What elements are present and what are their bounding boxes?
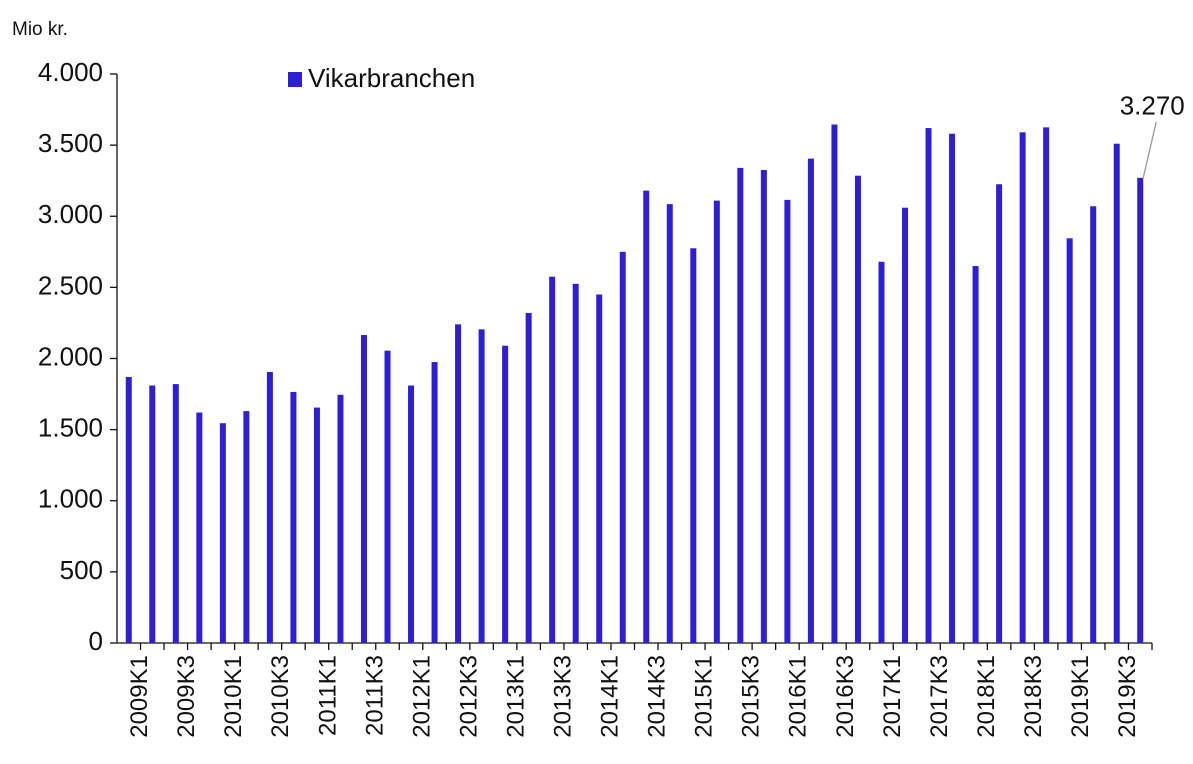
bar [643, 190, 650, 643]
bar [596, 294, 603, 643]
y-tick-label: 0 [89, 626, 103, 656]
bar [455, 324, 462, 643]
bar [925, 128, 932, 643]
legend-swatch [288, 72, 302, 87]
bar [290, 391, 297, 643]
y-axis-label: Mio kr. [12, 19, 68, 40]
bar [266, 372, 273, 643]
bar [972, 266, 979, 643]
y-tick-label: 500 [60, 555, 103, 585]
bar [996, 184, 1003, 643]
bar [431, 362, 438, 643]
bar [619, 251, 626, 643]
bar [219, 423, 226, 643]
x-tick-label: 2018K1 [973, 655, 1000, 738]
x-tick-label: 2009K3 [173, 655, 200, 738]
bar [949, 133, 956, 643]
bar [902, 207, 909, 643]
y-tick-label: 4.000 [38, 57, 103, 87]
bar [1019, 132, 1026, 643]
value-label: 3.270 [1120, 91, 1185, 121]
bar [878, 261, 885, 643]
bar [149, 385, 156, 643]
x-tick-label: 2019K3 [1114, 655, 1141, 738]
y-tick-label: 3.500 [38, 128, 103, 158]
bar [337, 394, 344, 643]
y-tick-label: 1.500 [38, 413, 103, 443]
bar [1090, 206, 1097, 644]
bar [478, 329, 485, 643]
bar [690, 248, 697, 643]
bar [125, 376, 132, 643]
y-tick-label: 2.000 [38, 341, 103, 371]
bar [713, 200, 720, 644]
x-tick-label: 2012K3 [455, 655, 482, 738]
y-tick-label: 1.000 [38, 484, 103, 514]
bar [572, 283, 579, 643]
bar [549, 276, 556, 643]
x-tick-label: 2017K3 [926, 655, 953, 738]
bar [784, 199, 791, 644]
bar [196, 412, 203, 643]
bar [243, 411, 250, 643]
legend-label: Vikarbranchen [308, 63, 475, 93]
bar [172, 384, 179, 643]
bar [666, 204, 673, 643]
x-tick-label: 2009K1 [126, 655, 153, 738]
x-tick-label: 2014K1 [597, 655, 624, 738]
leader-line [1142, 121, 1157, 178]
bar [313, 407, 320, 643]
bar [408, 385, 415, 643]
bar [854, 175, 861, 644]
y-tick-label: 2.500 [38, 270, 103, 300]
x-tick-label: 2012K1 [408, 655, 435, 738]
bar [831, 124, 838, 643]
bar [502, 345, 509, 643]
bar [360, 335, 367, 643]
x-tick-label: 2015K1 [691, 655, 718, 738]
x-tick-label: 2013K1 [502, 655, 529, 738]
x-tick-label: 2019K1 [1067, 655, 1094, 738]
bar [737, 167, 744, 643]
x-tick-label: 2016K3 [832, 655, 859, 738]
bar [1113, 143, 1120, 643]
x-tick-label: 2010K1 [220, 655, 247, 738]
bar [1137, 177, 1144, 643]
x-tick-label: 2011K1 [314, 655, 341, 736]
bar [1066, 238, 1073, 643]
x-tick-label: 2015K3 [738, 655, 765, 738]
bar [384, 350, 391, 643]
x-tick-label: 2017K1 [879, 655, 906, 738]
x-tick-label: 2011K3 [361, 655, 388, 736]
bar [525, 312, 532, 643]
x-tick-label: 2018K3 [1020, 655, 1047, 738]
x-tick-label: 2010K3 [267, 655, 294, 738]
y-tick-label: 3.000 [38, 199, 103, 229]
bar [807, 158, 814, 644]
bar [1043, 127, 1050, 643]
x-tick-label: 2014K3 [644, 655, 671, 738]
x-tick-label: 2016K1 [785, 655, 812, 738]
x-tick-label: 2013K3 [550, 655, 577, 738]
bar [760, 170, 767, 644]
